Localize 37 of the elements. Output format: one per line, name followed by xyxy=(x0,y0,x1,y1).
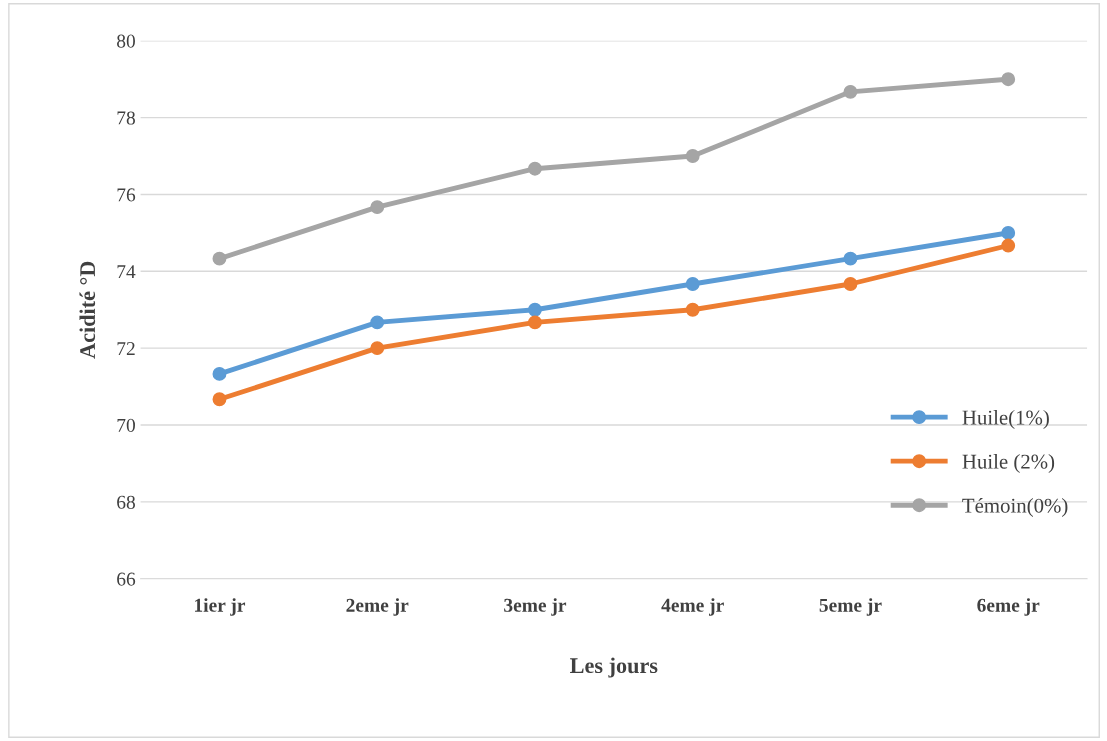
x-tick-label: 3eme jr xyxy=(504,598,567,616)
point xyxy=(1001,238,1016,253)
x-tick-label: 6eme jr xyxy=(977,598,1040,616)
point xyxy=(212,366,227,381)
x-tick-label: 2eme jr xyxy=(346,598,409,616)
point xyxy=(685,149,700,163)
point xyxy=(212,392,227,407)
point xyxy=(528,302,542,317)
y-tick-label: 66 xyxy=(117,572,136,586)
y-tick-label: 70 xyxy=(117,418,135,432)
point xyxy=(528,315,542,330)
point xyxy=(1001,72,1016,87)
point xyxy=(370,200,385,215)
y-tick-label: 80 xyxy=(117,34,135,48)
point xyxy=(212,251,227,266)
x-tick-label: 5eme jr xyxy=(819,598,882,616)
point xyxy=(843,277,858,291)
legend-label: Huile(1%) xyxy=(962,410,1049,429)
x-axis-title: Les jours xyxy=(570,657,658,678)
point xyxy=(370,341,385,356)
y-axis-title: Acidité °D xyxy=(79,261,96,359)
point xyxy=(528,161,542,176)
point xyxy=(1001,225,1016,240)
y-tick-label: 76 xyxy=(117,188,136,202)
point xyxy=(843,84,858,99)
point xyxy=(685,277,700,291)
x-tick-label: 1ier jr xyxy=(195,598,246,616)
y-tick-label: 74 xyxy=(117,265,136,279)
x-tick-label: 4eme jr xyxy=(661,598,724,616)
point xyxy=(370,315,385,330)
legend-label: Huile (2%) xyxy=(962,454,1055,473)
legend-label: Témoin(0%) xyxy=(962,498,1068,517)
y-tick-label: 72 xyxy=(117,342,135,355)
y-tick-label: 78 xyxy=(117,111,135,125)
y-tick-label: 68 xyxy=(117,495,135,509)
point xyxy=(843,251,858,266)
point xyxy=(685,302,700,317)
